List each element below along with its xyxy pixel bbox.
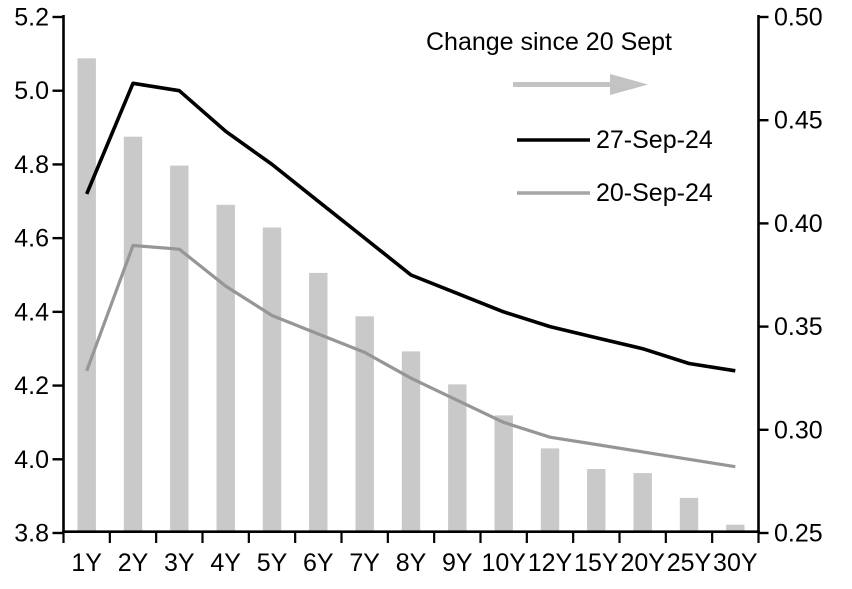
x-axis-tick-label: 10Y: [481, 549, 526, 577]
bar-1Y: [77, 58, 96, 534]
x-axis-tick-label: 5Y: [257, 549, 288, 577]
x-axis-tick-label: 7Y: [349, 549, 380, 577]
right-axis-tick-label: 0.40: [774, 210, 823, 238]
x-axis-tick-label: 2Y: [118, 549, 149, 577]
right-axis-tick-label: 0.25: [774, 520, 823, 548]
line-series-layer: [85, 81, 736, 469]
bar-7Y: [355, 316, 374, 533]
left-axis-tick-label: 5.0: [14, 77, 49, 105]
bar-5Y: [262, 227, 282, 533]
x-axis-tick-label: 6Y: [303, 549, 334, 577]
x-axis-tick-label: 20Y: [620, 549, 665, 577]
x-axis-tick-label: 3Y: [164, 549, 195, 577]
legend-item-20sep: 20-Sep-24: [517, 179, 713, 207]
left-axis-tick-label: 4.0: [14, 446, 49, 474]
line-27-Sep-24: [85, 81, 736, 373]
legend: Change since 20 Sept 27-Sep-24 20-Sep-24: [426, 28, 713, 207]
bar-30Y: [726, 524, 745, 533]
axes-layer: [52, 15, 769, 543]
x-axis-tick-label: 25Y: [667, 549, 712, 577]
legend-label-27sep: 27-Sep-24: [596, 126, 713, 154]
axis-labels-layer: 5.2 5.0 4.8 4.6 4.4 4.2 4.0 3.8 0.50 0.45 0.40 0.35…: [14, 4, 822, 578]
right-axis-tick-label: 0.30: [774, 416, 823, 444]
bar-12Y: [540, 448, 560, 533]
bar-4Y: [216, 204, 235, 534]
bar-20Y: [633, 473, 652, 533]
x-axis-tick-label: 4Y: [210, 549, 241, 577]
left-axis-tick-label: 5.2: [14, 4, 49, 32]
x-axis-tick-label: 12Y: [528, 549, 573, 577]
bar-series-change: [77, 58, 745, 534]
x-axis-tick-label: 15Y: [574, 549, 619, 577]
bar-6Y: [309, 272, 328, 533]
bar-3Y: [170, 165, 189, 533]
right-axis-tick-label: 0.35: [774, 313, 823, 341]
bar-15Y: [587, 469, 606, 533]
x-axis-tick-label: 1Y: [71, 549, 102, 577]
line-20-Sep-24: [85, 243, 736, 469]
bar-2Y: [123, 136, 143, 533]
left-axis-tick-label: 3.8: [14, 520, 49, 548]
bar-8Y: [401, 351, 421, 533]
right-axis-tick-label: 0.50: [774, 4, 823, 32]
bar-25Y: [679, 497, 699, 533]
x-axis-tick-label: 9Y: [442, 549, 473, 577]
bar-9Y: [448, 384, 467, 533]
legend-label-20sep: 20-Sep-24: [596, 179, 713, 207]
x-axis-tick-label: 30Y: [713, 549, 758, 577]
right-arrow-icon: [513, 74, 648, 95]
left-axis-tick-label: 4.4: [14, 298, 49, 326]
left-axis-tick-label: 4.8: [14, 151, 49, 179]
legend-bar-label: Change since 20 Sept: [426, 28, 672, 56]
x-axis-tick-label: 8Y: [396, 549, 427, 577]
right-axis-tick-label: 0.45: [774, 107, 823, 135]
left-axis-tick-label: 4.2: [14, 372, 49, 400]
left-axis-tick-label: 4.6: [14, 225, 49, 253]
legend-item-27sep: 27-Sep-24: [517, 126, 713, 154]
bar-10Y: [494, 415, 513, 533]
